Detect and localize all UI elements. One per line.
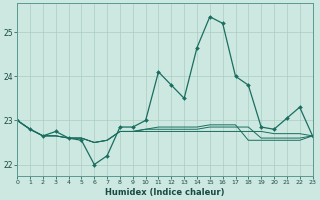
X-axis label: Humidex (Indice chaleur): Humidex (Indice chaleur): [105, 188, 225, 197]
